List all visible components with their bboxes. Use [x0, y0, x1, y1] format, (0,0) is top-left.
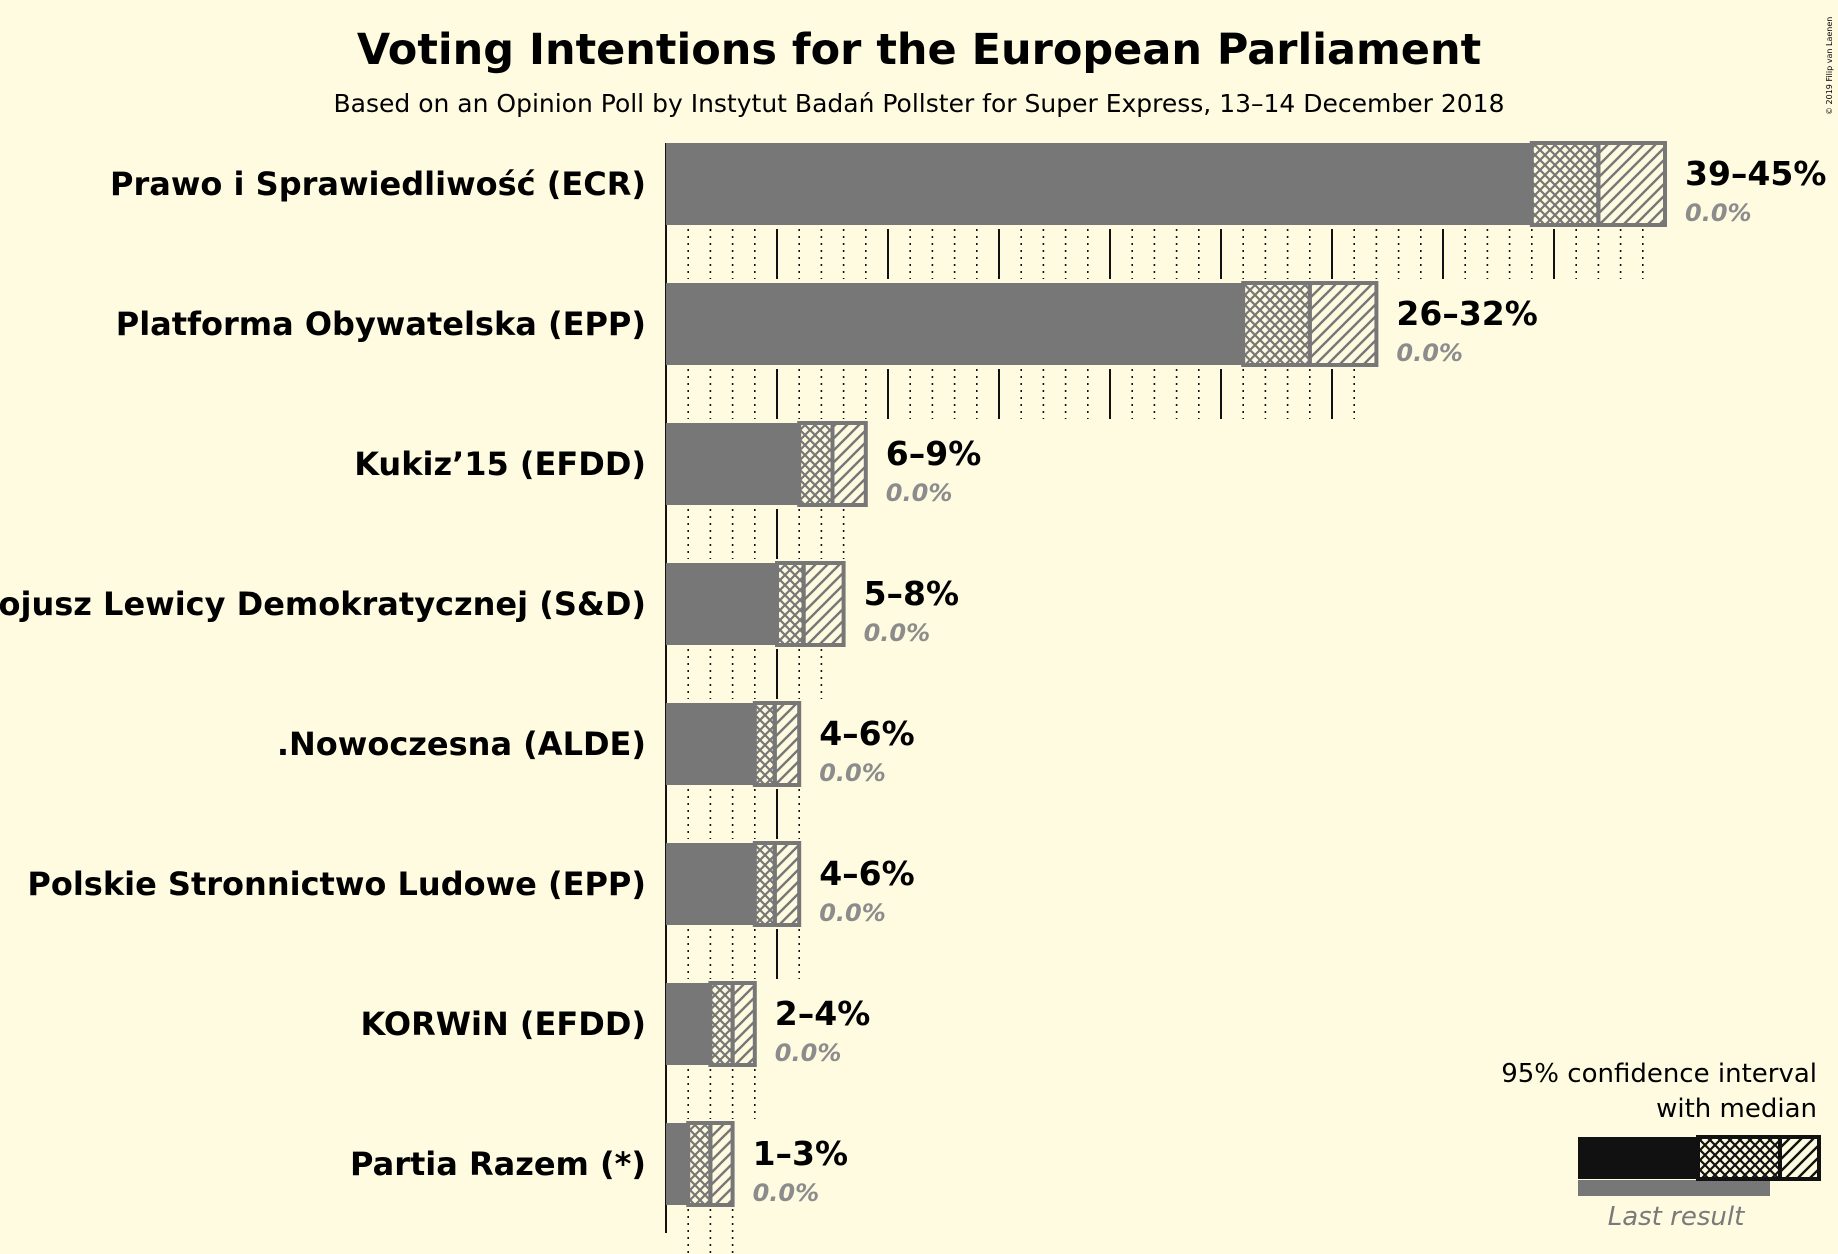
gridlines	[665, 143, 1644, 1254]
legend-line1: 95% confidence interval	[1501, 1059, 1817, 1089]
bar-ci-lower	[1241, 281, 1312, 367]
category-label: Partia Razem (*)	[350, 1145, 646, 1183]
legend-last-bar	[1578, 1180, 1770, 1196]
last-result-label: 0.0%	[1396, 339, 1463, 367]
range-label: 1–3%	[753, 1134, 849, 1173]
category-label: .Nowoczesna (ALDE)	[277, 725, 646, 763]
last-result-label: 0.0%	[819, 759, 886, 787]
bar-solid	[666, 143, 1532, 225]
legend-last-result: Last result	[1608, 1202, 1745, 1232]
bar-ci-upper	[801, 561, 846, 647]
bar-ci-upper	[772, 701, 802, 787]
category-label: Kukiz’15 (EFDD)	[354, 445, 646, 483]
bar-ci-lower	[708, 981, 735, 1067]
legend: 95% confidence interval with median Last…	[1501, 1059, 1821, 1232]
bar-solid	[666, 1123, 689, 1205]
bar-ci-lower	[752, 841, 777, 927]
category-label: Polskie Stronnictwo Ludowe (EPP)	[27, 865, 646, 903]
bar-ci-lower	[775, 561, 806, 647]
bar-solid	[666, 283, 1244, 365]
bar-ci-lower	[797, 421, 835, 507]
bar-ci-upper	[830, 421, 868, 507]
last-result-label: 0.0%	[819, 899, 886, 927]
range-label: 6–9%	[886, 434, 982, 473]
legend-solid-bar	[1578, 1137, 1698, 1179]
bar-ci-lower	[686, 1121, 713, 1207]
last-result-label: 0.0%	[753, 1179, 820, 1207]
legend-line2: with median	[1656, 1094, 1817, 1124]
legend-diaghatch	[1778, 1135, 1821, 1181]
category-labels: Prawo i Sprawiedliwość (ECR) 39–45% 0.0% Pl…	[0, 154, 1826, 1207]
bar-ci-upper	[1596, 141, 1668, 227]
category-label: KORWiN (EFDD)	[361, 1005, 646, 1043]
bars	[666, 141, 1668, 1207]
category-label: Sojusz Lewicy Demokratycznej (S&D)	[0, 585, 646, 623]
bar-ci-lower	[752, 701, 777, 787]
copyright-note: © 2019 Filip van Laenen	[1825, 17, 1834, 115]
bar-solid	[666, 983, 711, 1065]
range-label: 4–6%	[819, 854, 915, 893]
bar-solid	[666, 423, 800, 505]
category-label: Prawo i Sprawiedliwość (ECR)	[110, 165, 646, 203]
last-result-label: 0.0%	[886, 479, 953, 507]
range-label: 39–45%	[1685, 154, 1826, 193]
range-label: 5–8%	[864, 574, 960, 613]
bar-ci-upper	[772, 841, 802, 927]
last-result-label: 0.0%	[864, 619, 931, 647]
category-label: Platforma Obywatelska (EPP)	[116, 305, 646, 343]
bar-ci-upper	[1307, 281, 1379, 367]
last-result-label: 0.0%	[775, 1039, 842, 1067]
bar-ci-upper	[730, 981, 757, 1067]
bar-ci-lower	[1529, 141, 1601, 227]
bar-solid	[666, 563, 777, 645]
legend-crosshatch	[1696, 1135, 1782, 1181]
chart-title: Voting Intentions for the European Parli…	[357, 25, 1481, 75]
range-label: 2–4%	[775, 994, 871, 1033]
last-result-label: 0.0%	[1685, 199, 1752, 227]
range-label: 4–6%	[819, 714, 915, 753]
bar-solid	[666, 843, 755, 925]
bar-ci-upper	[708, 1121, 735, 1207]
bar-solid	[666, 703, 755, 785]
range-label: 26–32%	[1396, 294, 1537, 333]
chart-subtitle: Based on an Opinion Poll by Instytut Bad…	[334, 89, 1505, 118]
